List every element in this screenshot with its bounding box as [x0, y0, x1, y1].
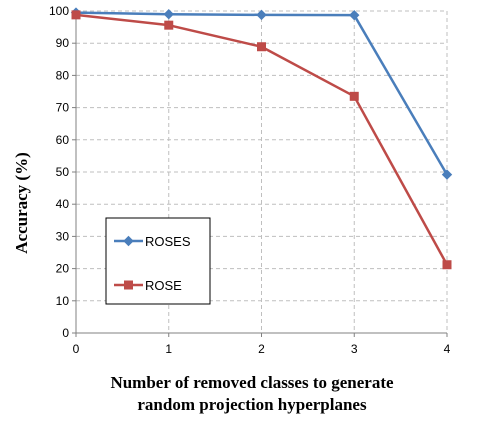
x-tick-label: 2	[258, 342, 265, 356]
data-point-rose	[257, 42, 266, 52]
data-point-rose	[442, 260, 452, 270]
series-line-roses	[75, 11, 449, 176]
legend: ROSES ROSE	[105, 217, 211, 305]
data-point-rose	[164, 20, 174, 30]
data-point-roses	[163, 9, 174, 20]
x-tick-label: 4	[444, 342, 451, 356]
y-tick-label: 60	[56, 133, 70, 147]
axes	[72, 10, 448, 337]
x-axis-title-line-1: Number of removed classes to generate	[110, 373, 394, 392]
y-axis-title: Accuracy (%)	[12, 152, 31, 254]
series-rose	[71, 10, 452, 270]
y-tick-label: 50	[56, 165, 70, 179]
data-point-rose	[349, 91, 359, 101]
y-tick-label: 40	[56, 197, 70, 211]
legend-swatch-marker	[123, 235, 134, 247]
x-tick-label: 0	[73, 342, 80, 356]
legend-box	[105, 217, 211, 305]
legend-label-rose: ROSE	[145, 278, 182, 293]
y-tick-label: 80	[56, 68, 70, 82]
x-tick-label: 1	[165, 342, 172, 356]
y-tick-label: 30	[56, 229, 70, 243]
data-point-roses	[441, 169, 453, 180]
x-axis-title-line-2: random projection hyperplanes	[137, 395, 367, 414]
y-tick-label: 90	[56, 36, 70, 50]
y-tick-label: 0	[62, 326, 69, 340]
y-tick-label: 70	[56, 101, 70, 115]
data-point-rose	[71, 10, 81, 20]
data-point-roses	[349, 9, 360, 21]
x-tick-labels: 0 1 2 3 4	[73, 342, 451, 356]
data-series	[70, 7, 453, 270]
legend-swatch-marker	[124, 280, 133, 290]
data-point-roses	[256, 9, 267, 21]
y-tick-label: 10	[56, 294, 70, 308]
legend-item-roses: ROSES	[114, 234, 191, 249]
legend-item-rose: ROSE	[114, 278, 182, 293]
y-tick-label: 20	[56, 262, 70, 276]
legend-label-roses: ROSES	[145, 234, 191, 249]
y-tick-label: 100	[49, 4, 69, 18]
y-tick-labels: 0 10 20 30 40 50 60 70 80 90 100	[49, 4, 69, 340]
x-tick-label: 3	[351, 342, 358, 356]
